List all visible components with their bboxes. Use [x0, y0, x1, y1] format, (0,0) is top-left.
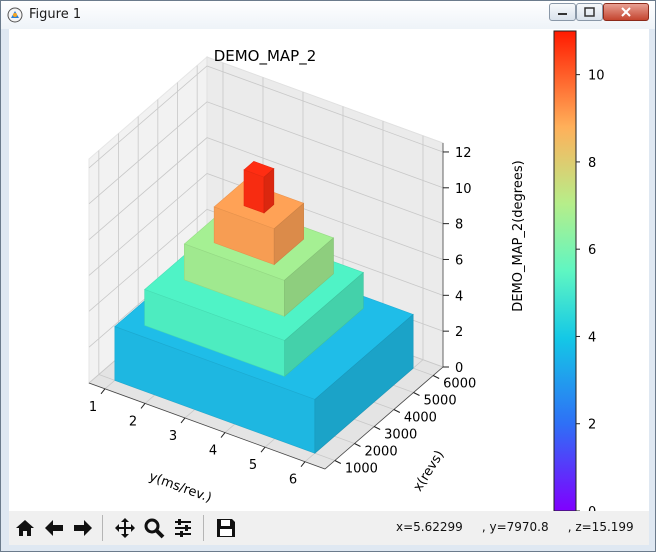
y-axis-label: y(ms/rev.): [147, 469, 214, 506]
x-tick: [413, 392, 420, 396]
colorbar-tick-label: 10: [588, 69, 605, 84]
y-tick-label: 5: [249, 458, 257, 473]
colorbar-gradient: [553, 30, 577, 512]
forward-icon: [74, 520, 92, 536]
z-gridline: [88, 208, 444, 312]
z-tick-label: 6: [455, 253, 463, 268]
configure-subplots-button[interactable]: [169, 514, 197, 542]
chart-title: DEMO_MAP_2: [214, 47, 317, 66]
y-tick-label: 1: [89, 400, 97, 415]
save-button[interactable]: [212, 514, 240, 542]
back-icon: [45, 520, 63, 536]
x-axis-line: [324, 366, 444, 470]
surface-level-side-face: [263, 167, 275, 214]
x-tick: [432, 375, 440, 379]
z-gridline: [88, 137, 444, 240]
figure-canvas[interactable]: 1 2 3 4 5 6 1000 2000 3000 4000 5000 6000 0 2 4 6 8 10 12 …: [9, 29, 649, 520]
surface-level-side-face: [284, 237, 334, 317]
y-tick: [220, 432, 226, 438]
pan-button[interactable]: [111, 514, 139, 542]
surface-level-side-face: [273, 202, 304, 266]
x-tick: [334, 460, 342, 464]
y-tick: [260, 446, 266, 453]
y-tick-label: 4: [209, 444, 217, 459]
x-tick: [373, 426, 381, 430]
x-tick-label: 4000: [404, 411, 437, 426]
window-title: Figure 1: [29, 7, 82, 22]
zoom-icon: [144, 518, 165, 539]
pan-icon: [115, 518, 135, 538]
y-tick: [140, 403, 146, 409]
x-tick-label: 5000: [424, 394, 457, 409]
minimize-icon: [558, 13, 567, 15]
toolbar-separator: [102, 515, 103, 541]
x-tick-label: 6000: [443, 377, 476, 392]
maximize-icon: [584, 7, 595, 17]
y-tick-label: 3: [169, 429, 177, 444]
title-bar: Figure 1: [1, 1, 655, 29]
forward-button[interactable]: [69, 514, 97, 542]
z-tick-label: 12: [455, 146, 472, 161]
maximize-button[interactable]: [576, 3, 603, 21]
save-icon: [217, 519, 235, 537]
surface-level-front-face: [243, 169, 265, 214]
colorbar-tick-label: 4: [588, 330, 596, 345]
minimize-button[interactable]: [549, 3, 576, 21]
x-tick-label: 1000: [345, 462, 378, 477]
x-tick-label: 3000: [384, 428, 417, 443]
x-tick: [354, 443, 361, 447]
surface-plot[interactable]: 123456100020003000400050006000024681012 …: [9, 29, 649, 520]
z-gridline: [88, 101, 444, 205]
toolbar-separator: [203, 515, 204, 541]
surface-level-side-face: [284, 271, 364, 378]
x-axis-label: x(revs): [411, 448, 448, 494]
z-tick-label: 10: [455, 182, 472, 197]
x-tick: [393, 409, 401, 413]
z-gridline: [88, 65, 444, 169]
home-button[interactable]: [11, 514, 39, 542]
home-icon: [16, 520, 34, 536]
close-icon: [621, 7, 631, 17]
z-tick-label: 8: [455, 218, 463, 233]
navigation-toolbar: x=5.62299 , y=7970.8 , z=15.199: [9, 511, 649, 545]
z-tick-label: 0: [455, 361, 463, 376]
z-gridline: [88, 173, 444, 276]
z-tick-label: 4: [455, 289, 463, 304]
z-axis-label: DEMO_MAP_2(degrees): [511, 160, 526, 311]
y-tick: [100, 388, 106, 395]
surface-level-side-face: [314, 313, 414, 454]
surface-mesh: [114, 161, 414, 454]
y-tick: [180, 417, 186, 424]
zoom-button[interactable]: [140, 514, 168, 542]
y-axis-line: [88, 382, 326, 470]
y-tick-label: 6: [289, 473, 297, 488]
cursor-coordinates: x=5.62299 , y=7970.8 , z=15.199: [396, 520, 634, 534]
colorbar-tick-label: 6: [588, 243, 596, 258]
close-button[interactable]: [603, 3, 649, 21]
back-button[interactable]: [40, 514, 68, 542]
figure-icon: [7, 7, 23, 23]
colorbar-tick-label: 2: [588, 418, 596, 433]
y-tick: [300, 461, 306, 468]
colorbar-tick-label: 8: [588, 156, 596, 171]
configure-subplots-icon: [175, 519, 191, 537]
y-tick-label: 2: [129, 414, 137, 429]
x-tick-label: 2000: [365, 445, 398, 460]
z-tick-label: 2: [455, 325, 463, 340]
